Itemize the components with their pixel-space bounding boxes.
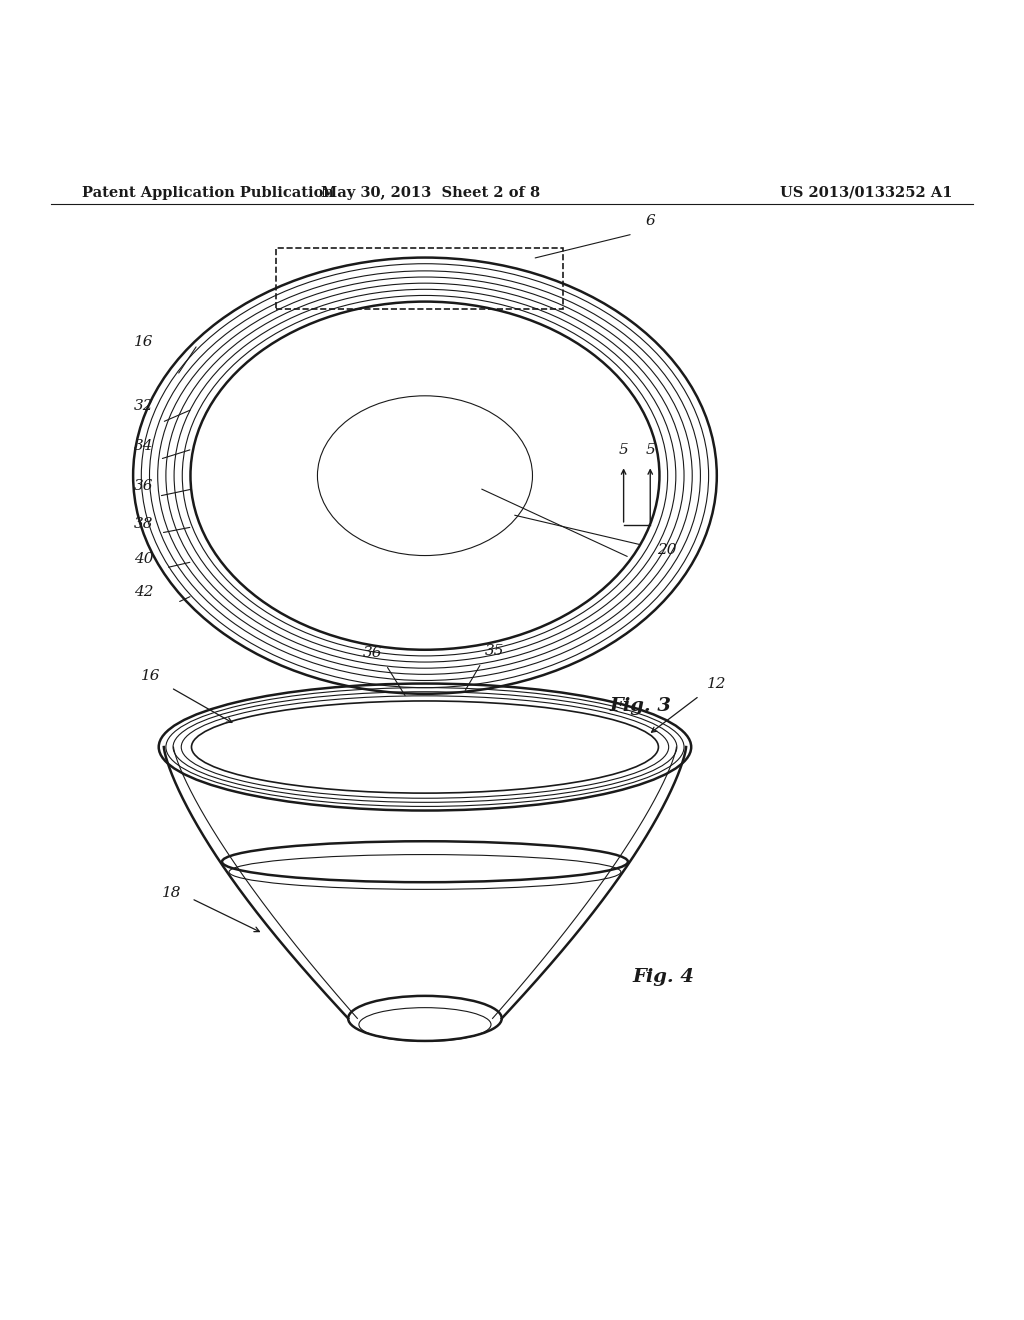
Text: 34: 34 <box>134 440 154 453</box>
Text: 32: 32 <box>134 399 154 413</box>
Text: Fig. 3: Fig. 3 <box>609 697 671 715</box>
Text: 5: 5 <box>618 444 629 457</box>
Text: 42: 42 <box>134 585 154 599</box>
Text: 6: 6 <box>645 214 655 228</box>
Bar <box>276 248 563 309</box>
Text: US 2013/0133252 A1: US 2013/0133252 A1 <box>780 186 952 199</box>
Text: 40: 40 <box>134 552 154 566</box>
Text: 36: 36 <box>134 479 154 492</box>
Text: 16: 16 <box>134 334 154 348</box>
Text: 20: 20 <box>657 544 677 557</box>
Text: 16: 16 <box>141 668 161 682</box>
Text: May 30, 2013  Sheet 2 of 8: May 30, 2013 Sheet 2 of 8 <box>321 186 540 199</box>
Text: 5: 5 <box>645 444 655 457</box>
Text: 36: 36 <box>362 645 382 660</box>
Text: 35: 35 <box>484 644 504 657</box>
Text: Patent Application Publication: Patent Application Publication <box>82 186 334 199</box>
Text: 38: 38 <box>134 517 154 531</box>
Text: Fig. 4: Fig. 4 <box>633 969 694 986</box>
Text: 12: 12 <box>707 677 726 690</box>
Text: 18: 18 <box>162 887 181 900</box>
